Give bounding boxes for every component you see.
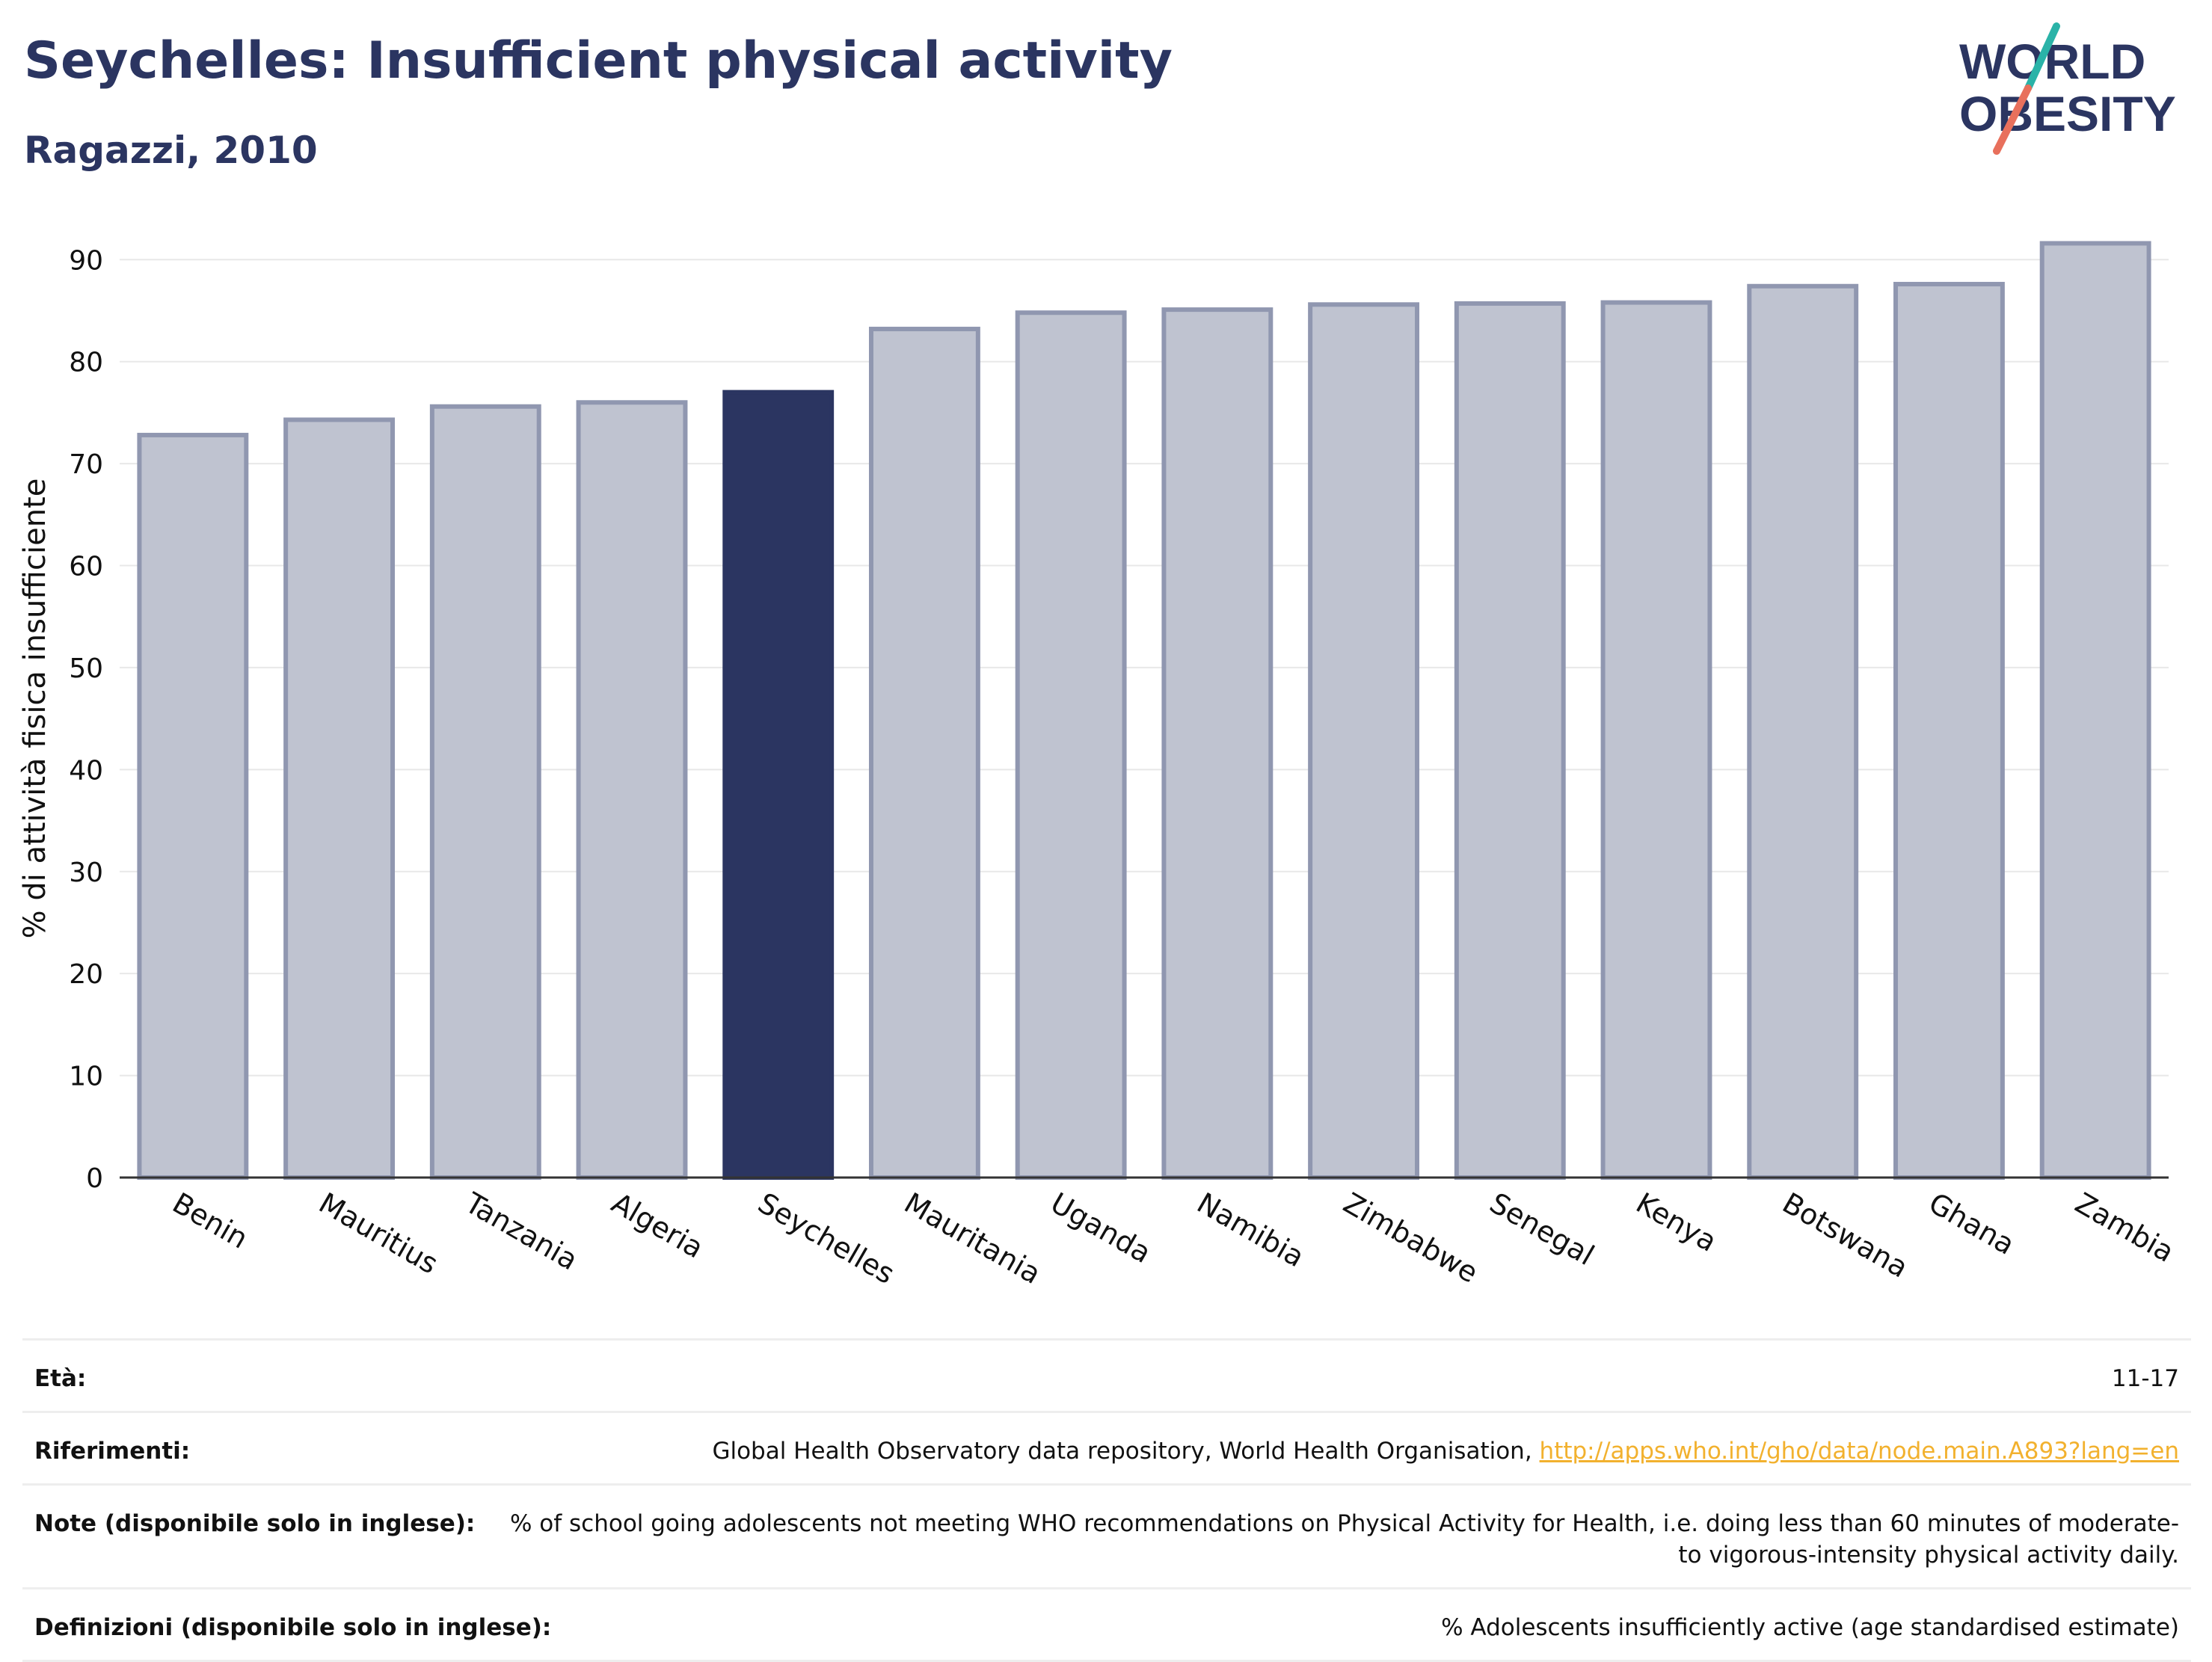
metadata-label-notes: Note (disponibile solo in inglese): [34,1510,476,1537]
x-tick-label: Zambia [2070,1187,2180,1269]
x-tick-label: Namibia [1191,1187,1309,1274]
x-tick-label: Algeria [606,1187,710,1265]
x-tick-label: Kenya [1631,1187,1723,1258]
x-tick-label: Mauritius [313,1187,443,1281]
y-tick-label: 0 [86,1163,103,1194]
y-tick-label: 90 [69,245,103,276]
bar-seychelles [722,390,835,1181]
y-axis-ticks: 0 10 20 30 40 50 60 70 80 90 [69,245,103,1194]
bar-benin [137,432,249,1181]
x-tick-label: Tanzania [459,1186,583,1276]
metadata-row-notes: Note (disponibile solo in inglese): % of… [22,1483,2191,1587]
bar-kenya [1600,300,1712,1181]
y-tick-label: 80 [69,348,103,378]
chart-title: Seychelles: Insufficient physical activi… [24,31,1173,90]
bars [137,241,2151,1181]
y-tick-label: 40 [69,755,103,786]
metadata-row-age: Età: 11-17 [22,1338,2191,1411]
bar-tanzania [429,404,541,1180]
x-tick-label: Botswana [1777,1187,1914,1284]
world-obesity-logo: WORLD OBESITY [1959,22,2176,155]
x-tick-label: Senegal [1484,1187,1600,1272]
bar-senegal [1454,301,1566,1181]
y-tick-label: 10 [69,1062,103,1092]
metadata-value-age: 11-17 [2111,1365,2179,1392]
y-tick-label: 70 [69,449,103,480]
bar-algeria [576,400,688,1180]
y-tick-label: 30 [69,858,103,888]
metadata-row-references: Riferimenti: Global Health Observatory d… [22,1411,2191,1483]
gridlines [120,259,2169,1077]
x-tick-label: Mauritania [899,1187,1046,1290]
bar-mauritius [283,417,396,1180]
x-tick-label: Zimbabwe [1338,1187,1484,1290]
y-tick-label: 50 [69,653,103,684]
y-tick-label: 60 [69,552,103,582]
x-tick-label: Uganda [1045,1187,1157,1269]
x-tick-label: Ghana [1923,1187,2021,1261]
bar-uganda [1015,310,1127,1180]
logo-slash-red [1993,84,2032,155]
bar-chart: 0 10 20 30 40 50 60 70 80 90 Benin Mauritius Tanzan… [18,241,2180,1290]
bar-zimbabwe [1308,302,1420,1181]
x-tick-label: Seychelles [752,1187,900,1290]
metadata-label-references: Riferimenti: [34,1438,191,1465]
metadata-value-definitions: % Adolescents insufficiently active (age… [1441,1614,2179,1641]
y-axis-title: % di attività fisica insufficiente [18,478,52,939]
x-axis-ticks: Benin Mauritius Tanzania Algeria SeychellesM… [167,1186,2179,1290]
metadata-value-notes: % of school going adolescents not meetin… [509,1510,2179,1569]
metadata-value-references: Global Health Observatory data repositor… [220,1435,2179,1467]
chart-subtitle: Ragazzi, 2010 [24,129,318,172]
logo-word-obesity: OBESITY [1959,86,2176,141]
references-text: Global Health Observatory data repositor… [712,1438,1540,1465]
logo-slash-teal [2024,22,2060,92]
metadata-label-age: Età: [34,1365,87,1392]
y-tick-label: 20 [69,959,103,990]
x-tick-label: Benin [167,1187,254,1255]
bar-ghana [1893,282,2005,1181]
references-link[interactable]: http://apps.who.int/gho/data/node.main.A… [1539,1438,2179,1465]
bar-mauritania [868,327,980,1181]
metadata-table: Età: 11-17 Riferimenti: Global Health Ob… [22,1338,2191,1662]
bar-botswana [1747,283,1859,1180]
metadata-label-definitions: Definizioni (disponibile solo in inglese… [34,1614,552,1641]
bar-zambia [2039,241,2151,1180]
metadata-row-definitions: Definizioni (disponibile solo in inglese… [22,1587,2191,1662]
bar-namibia [1161,307,1274,1180]
